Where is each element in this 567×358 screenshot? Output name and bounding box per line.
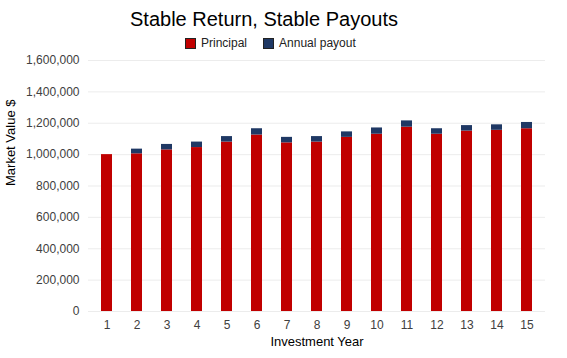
- svg-text:7: 7: [284, 318, 291, 332]
- svg-text:1: 1: [104, 318, 111, 332]
- html-text:Principal: Principal: [201, 36, 247, 50]
- svg-text:5: 5: [224, 318, 231, 332]
- svg-text:1,000,000: 1,000,000: [26, 147, 80, 161]
- html-text:Annual payout: Annual payout: [279, 36, 356, 50]
- svg-text:600,000: 600,000: [36, 210, 80, 224]
- svg-text:Market Value $: Market Value $: [3, 99, 18, 186]
- svg-text:Investment Year: Investment Year: [270, 334, 364, 349]
- svg-text:9: 9: [344, 318, 351, 332]
- svg-text:4: 4: [194, 318, 201, 332]
- svg-text:2: 2: [134, 318, 141, 332]
- svg-text:200,000: 200,000: [36, 273, 80, 287]
- svg-text:8: 8: [314, 318, 321, 332]
- svg-text:800,000: 800,000: [36, 179, 80, 193]
- svg-text:1,400,000: 1,400,000: [26, 85, 80, 99]
- svg-text:400,000: 400,000: [36, 242, 80, 256]
- svg-text:10: 10: [370, 318, 384, 332]
- svg-text:3: 3: [164, 318, 171, 332]
- svg-text:1,200,000: 1,200,000: [26, 116, 80, 130]
- svg-text:14: 14: [490, 318, 504, 332]
- svg-text:1,600,000: 1,600,000: [26, 53, 80, 67]
- html-text:Stable Return, Stable Payouts: Stable Return, Stable Payouts: [130, 8, 398, 30]
- svg-text:6: 6: [254, 318, 261, 332]
- svg-text:12: 12: [430, 318, 444, 332]
- svg-text:0: 0: [73, 304, 80, 318]
- svg-text:11: 11: [401, 318, 414, 332]
- svg-text:15: 15: [520, 318, 534, 332]
- svg-text:13: 13: [460, 318, 474, 332]
